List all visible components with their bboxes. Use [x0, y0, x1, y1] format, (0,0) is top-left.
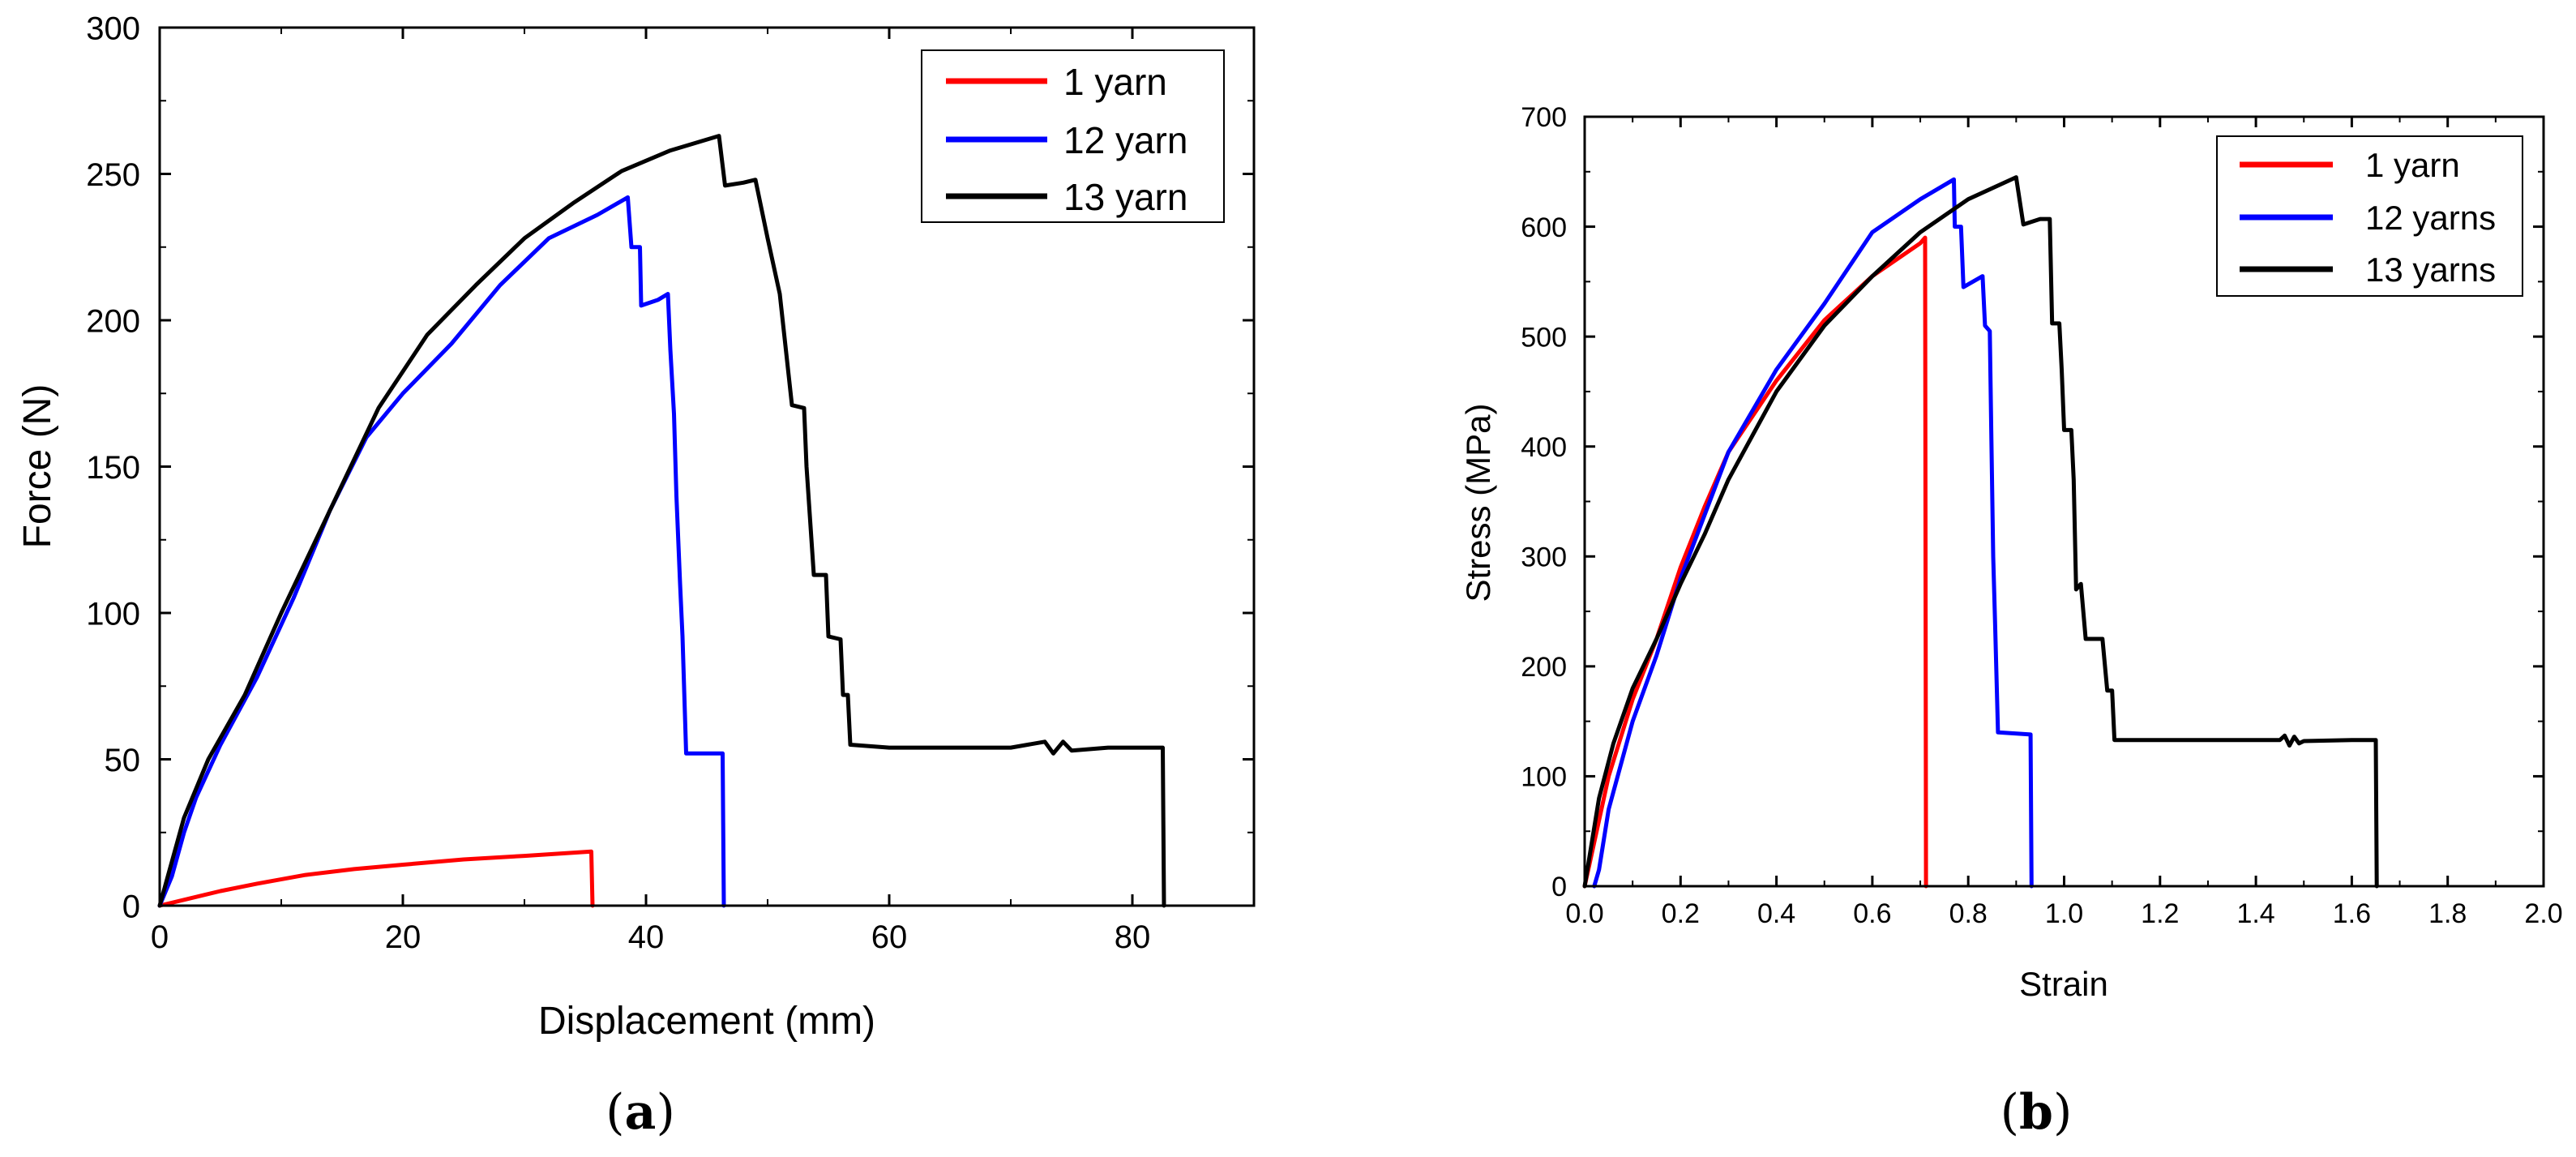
legend-label: 1 yarn [2365, 146, 2460, 184]
legend-label: 13 yarn [1063, 176, 1187, 218]
chart-b-y-ticks: 0 100 200 300 400 500 600 700 [1521, 102, 2544, 902]
chart-b-ylabel: Stress (MPa) [1459, 403, 1497, 602]
chart-b: 0.0 0.2 0.4 0.6 0.8 1.0 1.2 1.4 1.6 1.8 2.0 0 100 20… [1459, 102, 2563, 1141]
series-line-1-yarn [157, 849, 595, 908]
x-tick-label: 60 [871, 919, 908, 955]
y-tick-label: 0 [122, 889, 140, 924]
y-tick-label: 150 [86, 450, 140, 486]
series-line-1-yarn [1582, 235, 1928, 889]
x-tick-label: 0.4 [1757, 898, 1795, 929]
x-tick-label: 1.4 [2236, 898, 2274, 929]
chart-a-lines [157, 134, 1166, 908]
y-tick-label: 200 [1521, 652, 1567, 683]
x-tick-label: 80 [1115, 919, 1151, 955]
chart-b-legend: 1 yarn 12 yarns 13 yarns [2216, 135, 2523, 297]
chart-a: 0 20 40 60 80 0 50 100 150 200 250 300 Displacemen… [16, 11, 1256, 1141]
x-tick-label: 1.8 [2428, 898, 2467, 929]
y-tick-label: 700 [1521, 102, 1567, 133]
y-tick-label: 250 [86, 157, 140, 193]
chart-b-xlabel: Strain [2019, 965, 2108, 1003]
x-tick-label: 20 [385, 919, 421, 955]
series-line-12-yarns [1592, 177, 2034, 889]
panel-label-b: (b) [2000, 1084, 2073, 1141]
chart-b-x-ticks: 0.0 0.2 0.4 0.6 0.8 1.0 1.2 1.4 1.6 1.8 2.0 [1565, 117, 2563, 929]
chart-a-legend: 1 yarn 12 yarn 13 yarn [921, 49, 1225, 223]
y-tick-label: 300 [86, 11, 140, 46]
y-tick-label: 600 [1521, 212, 1567, 243]
x-tick-label: 0.0 [1565, 898, 1603, 929]
legend-label: 13 yarns [2365, 251, 2496, 289]
series-line-13-yarns [1582, 175, 2379, 889]
legend-label: 1 yarn [1063, 61, 1167, 103]
legend-label: 12 yarn [1063, 119, 1187, 161]
x-tick-label: 0.6 [1853, 898, 1891, 929]
x-tick-label: 1.2 [2141, 898, 2179, 929]
chart-a-x-ticks: 0 20 40 60 80 [151, 28, 1150, 955]
chart-b-lines [1582, 175, 2379, 889]
legend-label: 12 yarns [2365, 199, 2496, 237]
y-tick-label: 100 [1521, 762, 1567, 793]
y-tick-label: 500 [1521, 322, 1567, 353]
y-tick-label: 0 [1551, 872, 1567, 902]
x-tick-label: 40 [628, 919, 665, 955]
x-tick-label: 2.0 [2524, 898, 2562, 929]
chart-a-ylabel: Force (N) [16, 384, 59, 549]
chart-a-plot-frame [158, 26, 1256, 907]
x-tick-label: 0 [151, 919, 169, 955]
panel-label-a: (a) [605, 1084, 675, 1141]
x-tick-label: 0.8 [1949, 898, 1988, 929]
x-tick-label: 0.2 [1662, 898, 1700, 929]
x-tick-label: 1.0 [2045, 898, 2083, 929]
chart-a-y-ticks: 0 50 100 150 200 250 300 [86, 11, 1254, 924]
y-tick-label: 200 [86, 303, 140, 339]
x-tick-label: 1.6 [2333, 898, 2371, 929]
y-tick-label: 100 [86, 596, 140, 632]
y-tick-label: 400 [1521, 432, 1567, 463]
chart-a-xlabel: Displacement (mm) [538, 1000, 875, 1043]
y-tick-label: 300 [1521, 542, 1567, 573]
series-line-13-yarn [157, 134, 1166, 908]
y-tick-label: 50 [105, 743, 141, 778]
chart-b-plot-frame [1583, 115, 2545, 888]
series-line-12-yarn [157, 195, 726, 908]
